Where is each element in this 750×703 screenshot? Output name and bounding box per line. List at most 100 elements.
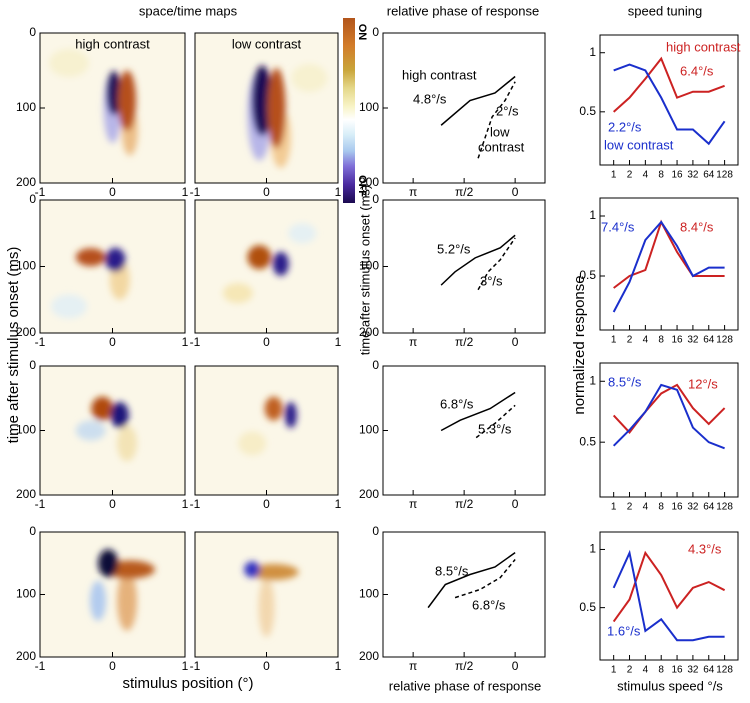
annotation: low contrast [604,137,674,152]
x-tick-label: π/2 [455,185,474,199]
x-tick-label: π/2 [455,659,474,673]
map-blob [49,49,89,77]
annotation: 4.8°/s [413,91,447,106]
x-tick-label: 8 [658,170,664,181]
x-tick-label: 64 [703,170,715,181]
plot-frame [599,362,739,498]
y-tick-label: 1 [589,542,596,556]
tuning-line [612,220,725,313]
y-tick-label: 1 [589,208,596,222]
map-blob [91,396,114,421]
axis-label: normalized response [571,275,588,414]
map-blob [264,396,283,421]
map-blob [117,570,137,631]
y-tick-label: 0 [29,524,36,538]
tuning-line [613,63,726,146]
axis-label: stimulus speed °/s [617,678,723,693]
phase-line [477,237,516,291]
tuning-line [612,383,726,434]
tuning-line [612,549,725,642]
map-blobs [75,396,137,462]
map-blob [105,247,126,272]
axis-label: time after stimulus onset (ms) [5,247,22,444]
x-tick-label: 0 [263,185,270,199]
x-tick-label: 32 [687,665,699,676]
x-tick-label: 128 [716,502,733,513]
x-tick-label: 8 [658,665,664,676]
y-tick-label: 100 [359,100,379,114]
x-tick-label: 16 [671,170,683,181]
x-tick-label: 0 [109,185,116,199]
annotation: low [490,124,510,139]
map-blob [117,425,137,462]
x-tick-label: 0 [263,335,270,349]
x-tick-label: 4 [643,502,649,513]
x-tick-label: 0 [512,185,519,199]
annotation: 4.3°/s [688,541,722,556]
x-tick-label: -1 [190,335,201,349]
annotation: 1.6°/s [607,623,641,638]
plot-frame [382,365,546,496]
x-tick-label: 32 [687,335,699,346]
x-tick-label: 1 [611,502,617,513]
x-tick-label: 128 [716,335,733,346]
y-tick-label: 0.5 [579,104,596,118]
colorbar [343,18,355,203]
x-tick-label: 2 [627,665,633,676]
y-tick-label: 0.5 [579,434,596,448]
x-tick-label: π [409,659,417,673]
annotation: 5.2°/s [437,241,471,256]
y-tick-label: 0.5 [579,600,596,614]
x-tick-label: 1 [611,665,617,676]
y-tick-label: 100 [16,423,36,437]
plot-frame [599,531,739,661]
annotation: high contrast [402,67,477,82]
map-blob [222,283,253,304]
phase-line [475,404,516,439]
x-tick-label: 1 [182,497,189,511]
x-tick-label: π [409,497,417,511]
map-blob [267,68,286,148]
x-tick-label: -1 [190,497,201,511]
annotation: 8.5°/s [608,374,642,389]
map-blob [51,294,87,319]
x-tick-label: -1 [35,659,46,673]
map-blob [75,248,106,267]
annotation: 5.3°/s [478,421,512,436]
x-tick-label: 4 [643,335,649,346]
y-tick-label: 200 [359,487,379,501]
map-blobs [51,247,130,319]
y-tick-label: 200 [16,325,36,339]
y-tick-label: 100 [359,587,379,601]
x-tick-label: -1 [35,185,46,199]
map-blobs [247,64,328,168]
heading: space/time maps [139,3,238,18]
y-tick-label: 200 [359,325,379,339]
map-blob [252,65,273,136]
annotation: 2.2°/s [608,119,642,134]
annotation: 3°/s [480,273,503,288]
map-blob [98,549,119,578]
map-background [40,366,185,495]
x-tick-label: 0 [263,497,270,511]
map-blob [106,71,121,115]
annotation: 7.4°/s [601,219,635,234]
x-tick-label: 1 [182,185,189,199]
x-tick-label: π/2 [455,335,474,349]
x-tick-label: 128 [716,665,733,676]
x-tick-label: 64 [703,335,715,346]
axis-label: stimulus position (°) [122,675,253,692]
annotation: contrast [478,139,525,154]
map-blob [258,577,275,637]
plot-frame [599,197,739,331]
annotation: 2°/s [496,103,519,118]
map-title: high contrast [75,36,150,51]
y-tick-label: 200 [16,649,36,663]
y-tick-label: 100 [359,259,379,273]
map-blob [238,431,267,456]
tuning-line [612,383,725,450]
y-tick-label: 0 [372,358,379,372]
x-tick-label: 1 [182,659,189,673]
